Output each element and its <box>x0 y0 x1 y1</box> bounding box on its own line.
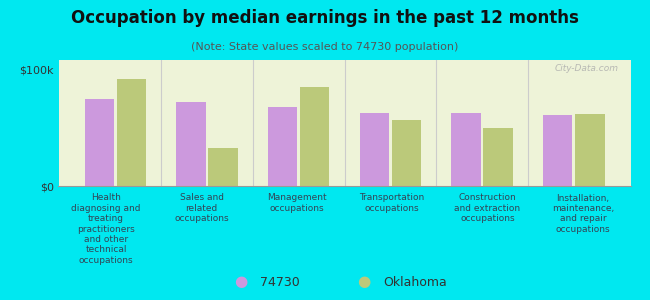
Text: Installation,
maintenance,
and repair
occupations: Installation, maintenance, and repair oc… <box>552 194 614 234</box>
Bar <box>84 98 114 186</box>
Bar <box>268 107 297 186</box>
Bar <box>543 115 573 186</box>
Text: Transportation
occupations: Transportation occupations <box>359 194 425 213</box>
Text: (Note: State values scaled to 74730 population): (Note: State values scaled to 74730 popu… <box>191 42 459 52</box>
Bar <box>451 112 481 186</box>
Text: City-Data.com: City-Data.com <box>555 64 619 73</box>
Bar <box>359 112 389 186</box>
Bar <box>176 102 205 186</box>
Text: Oklahoma: Oklahoma <box>384 275 447 289</box>
Bar <box>208 148 238 186</box>
Text: Sales and
related
occupations: Sales and related occupations <box>174 194 229 223</box>
Text: Health
diagnosing and
treating
practitioners
and other
technical
occupations: Health diagnosing and treating practitio… <box>72 194 141 265</box>
Text: Construction
and extraction
occupations: Construction and extraction occupations <box>454 194 521 223</box>
Bar <box>116 79 146 186</box>
Text: ●: ● <box>234 274 247 290</box>
Bar <box>300 87 330 186</box>
Text: Occupation by median earnings in the past 12 months: Occupation by median earnings in the pas… <box>71 9 579 27</box>
Bar <box>484 128 513 186</box>
Text: Management
occupations: Management occupations <box>267 194 327 213</box>
Text: ●: ● <box>358 274 370 290</box>
Text: 74730: 74730 <box>260 275 300 289</box>
Bar <box>575 114 604 186</box>
Bar <box>392 119 421 186</box>
